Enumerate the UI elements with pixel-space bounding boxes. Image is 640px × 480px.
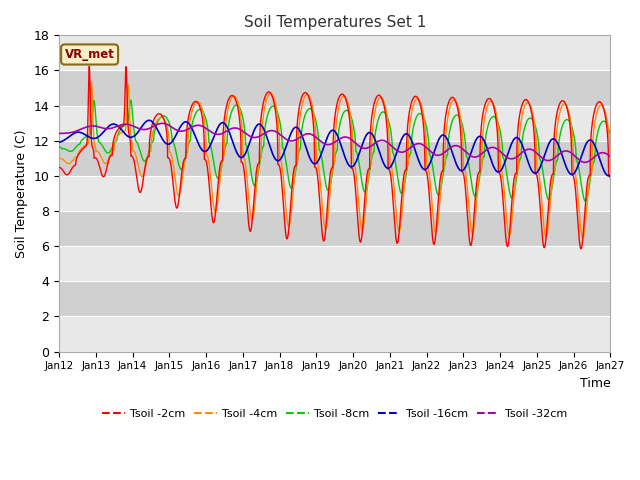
Bar	[59, 36, 611, 71]
Title: Soil Temperatures Set 1: Soil Temperatures Set 1	[244, 15, 426, 30]
Bar	[59, 211, 611, 246]
Bar	[59, 176, 611, 211]
Text: VR_met: VR_met	[65, 48, 115, 61]
Y-axis label: Soil Temperature (C): Soil Temperature (C)	[15, 129, 28, 258]
Bar	[59, 281, 611, 316]
Legend: Tsoil -2cm, Tsoil -4cm, Tsoil -8cm, Tsoil -16cm, Tsoil -32cm: Tsoil -2cm, Tsoil -4cm, Tsoil -8cm, Tsoi…	[98, 405, 572, 423]
Bar	[59, 316, 611, 351]
Bar	[59, 246, 611, 281]
Bar	[59, 106, 611, 141]
Bar	[59, 141, 611, 176]
Bar	[59, 71, 611, 106]
X-axis label: Time: Time	[580, 377, 611, 390]
